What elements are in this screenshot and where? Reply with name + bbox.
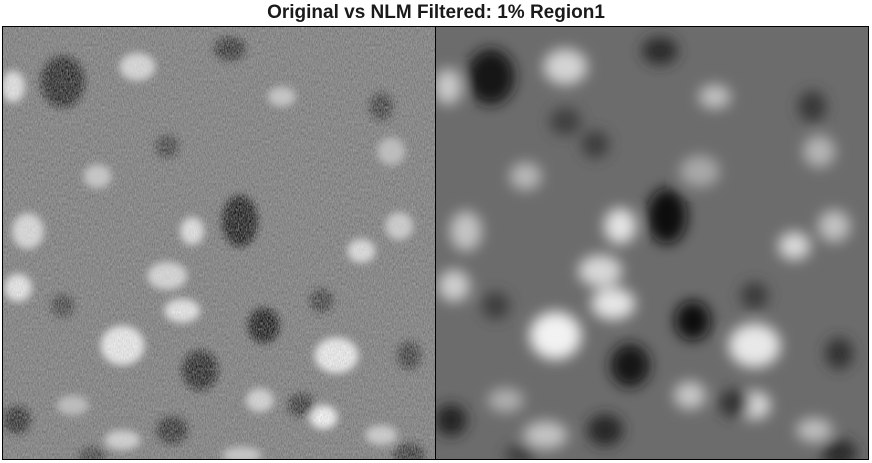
original-image: [3, 27, 435, 459]
original-image-panel: [2, 26, 436, 460]
nlm-filtered-image: [436, 27, 868, 459]
figure-title: Original vs NLM Filtered: 1% Region1: [267, 2, 605, 23]
nlm-filtered-image-panel: [435, 26, 869, 460]
